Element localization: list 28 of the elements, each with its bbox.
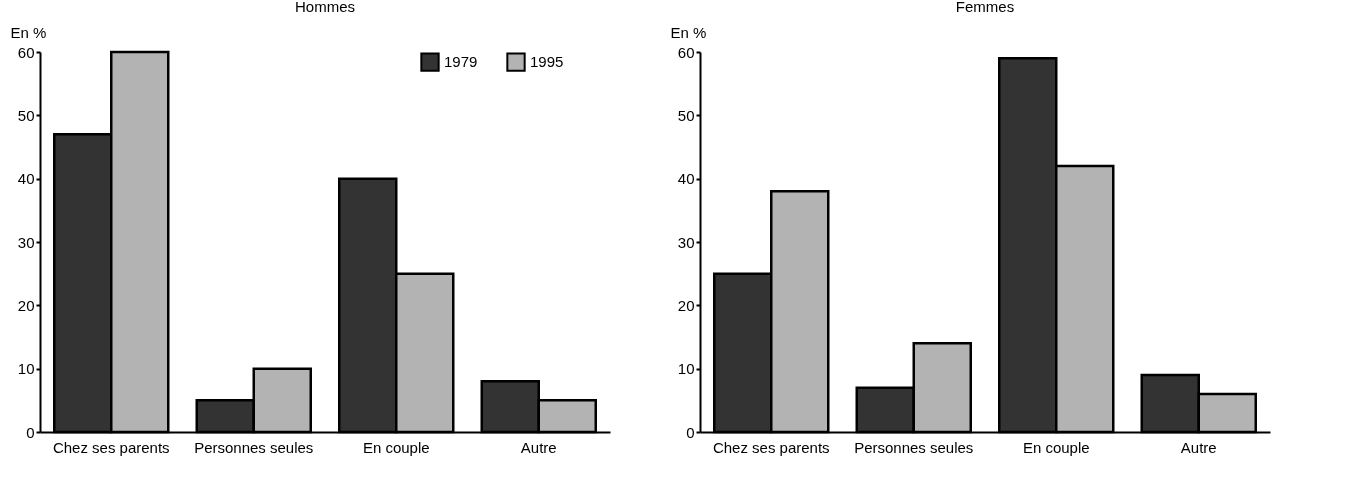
y-tick-label: 0 [686, 423, 695, 441]
x-tick-label: Autre [520, 438, 557, 456]
chart-title: Femmes [955, 0, 1015, 15]
y-tick-label: 10 [17, 360, 35, 378]
y-tick-label: 30 [677, 233, 695, 251]
y-tick-label: 50 [17, 106, 35, 124]
y-tick-label: 30 [17, 233, 35, 251]
y-axis-title: En % [10, 23, 47, 41]
x-tick-label: Personnes seules [194, 438, 314, 456]
y-tick-label: 50 [677, 106, 695, 124]
y-axis-title: En % [670, 23, 707, 41]
x-tick-label: Chez ses parents [712, 438, 830, 456]
y-tick-label: 0 [26, 423, 35, 441]
y-tick-label: 10 [677, 360, 695, 378]
y-tick-label: 60 [677, 43, 695, 61]
legend-label: 1995 [530, 53, 564, 71]
x-tick-label: En couple [1022, 438, 1090, 456]
y-tick-label: 20 [677, 296, 695, 314]
y-tick-label: 20 [17, 296, 35, 314]
y-tick-label: 40 [677, 170, 695, 188]
x-tick-label: En couple [362, 438, 430, 456]
x-tick-label: Autre [1180, 438, 1217, 456]
y-tick-label: 60 [17, 43, 35, 61]
chart-title: Hommes [294, 0, 356, 15]
legend-label: 1979 [444, 53, 478, 71]
x-tick-label: Chez ses parents [52, 438, 170, 456]
x-tick-label: Personnes seules [854, 438, 974, 456]
y-tick-label: 40 [17, 170, 35, 188]
